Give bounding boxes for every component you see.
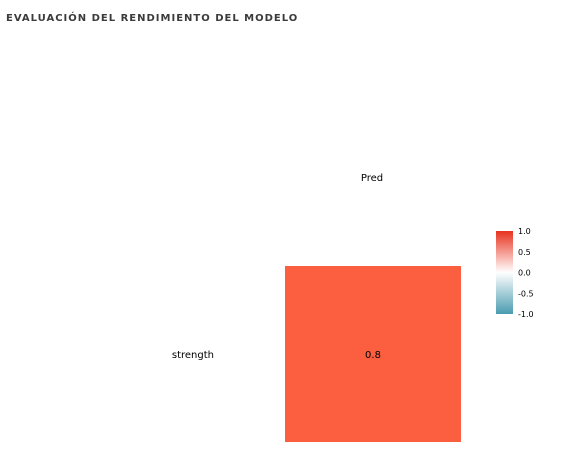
legend-tick-label: -0.5 <box>518 289 534 298</box>
legend-tick-label: 0.0 <box>518 269 531 278</box>
heatmap-cell <box>285 266 461 442</box>
color-legend: 1.0 0.5 0.0 -0.5 -1.0 <box>496 227 534 319</box>
legend-tick-label: -1.0 <box>518 310 534 319</box>
cell-value-label: 0.8 <box>365 350 381 361</box>
chart-title: EVALUACIÓN DEL RENDIMIENTO DEL MODELO <box>6 13 299 24</box>
x-tick-label: Pred <box>361 173 383 184</box>
legend-color-bar <box>496 231 513 314</box>
legend-tick-label: 1.0 <box>518 227 531 236</box>
legend-tick-label: 0.5 <box>518 248 531 257</box>
y-tick-label: strength <box>172 350 214 361</box>
